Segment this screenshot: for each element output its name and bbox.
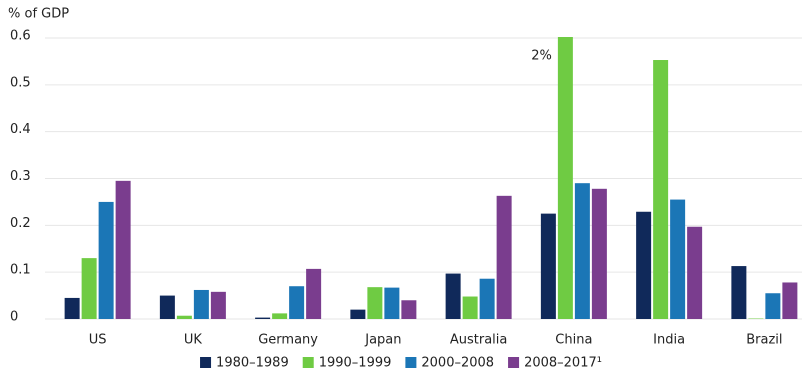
y-tick-label: 0.2: [10, 216, 31, 231]
bar: [636, 211, 652, 319]
x-tick-label: India: [653, 333, 685, 348]
legend-label: 2000–2008: [421, 356, 494, 371]
bar: [540, 213, 556, 319]
y-tick-label: 0: [10, 310, 18, 325]
y-tick-label: 0.6: [10, 29, 31, 44]
bar: [210, 291, 226, 319]
bar: [289, 286, 305, 319]
bar: [653, 60, 669, 320]
bar: [272, 313, 288, 319]
x-tick-label: US: [89, 333, 107, 348]
y-tick-label: 0.3: [10, 169, 31, 184]
bar: [64, 297, 80, 319]
y-tick-label: 0.1: [10, 263, 31, 278]
legend-swatch: [302, 357, 314, 368]
bar: [782, 282, 798, 319]
x-tick-label: Japan: [364, 333, 401, 348]
bar: [176, 315, 192, 319]
legend-swatch: [508, 357, 520, 368]
bar: [384, 287, 400, 319]
bar: [574, 183, 590, 319]
bar: [81, 258, 97, 319]
bar: [159, 295, 175, 319]
legend-label: 1990–1999: [319, 356, 392, 371]
legend-swatch: [200, 357, 212, 368]
annotation: 2%: [531, 49, 552, 64]
bar: [193, 289, 209, 319]
bar: [765, 293, 781, 319]
y-tick-label: 0.4: [10, 122, 31, 137]
bar: [401, 300, 417, 319]
legend-swatch: [405, 357, 417, 368]
bar: [98, 201, 114, 319]
bar: [479, 278, 495, 319]
bar: [350, 309, 366, 319]
bar: [496, 195, 512, 319]
x-tick-label: Australia: [450, 333, 508, 348]
bar: [591, 188, 607, 319]
bar: [557, 37, 573, 319]
bar: [445, 273, 461, 319]
bar: [462, 296, 478, 319]
x-tick-label: Germany: [258, 333, 318, 348]
x-tick-label: Brazil: [746, 333, 782, 348]
bar: [115, 180, 131, 319]
bar: [306, 268, 322, 319]
bar: [670, 199, 686, 319]
bar: [367, 287, 383, 319]
legend-label: 2008–2017¹: [524, 356, 602, 371]
y-axis-label: % of GDP: [8, 7, 69, 22]
x-tick-label: UK: [184, 333, 203, 348]
bar: [687, 226, 703, 319]
y-tick-label: 0.5: [10, 75, 31, 90]
legend-label: 1980–1989: [216, 356, 289, 371]
x-tick-label: China: [555, 333, 592, 348]
bar: [731, 266, 747, 319]
bar: [255, 317, 271, 319]
